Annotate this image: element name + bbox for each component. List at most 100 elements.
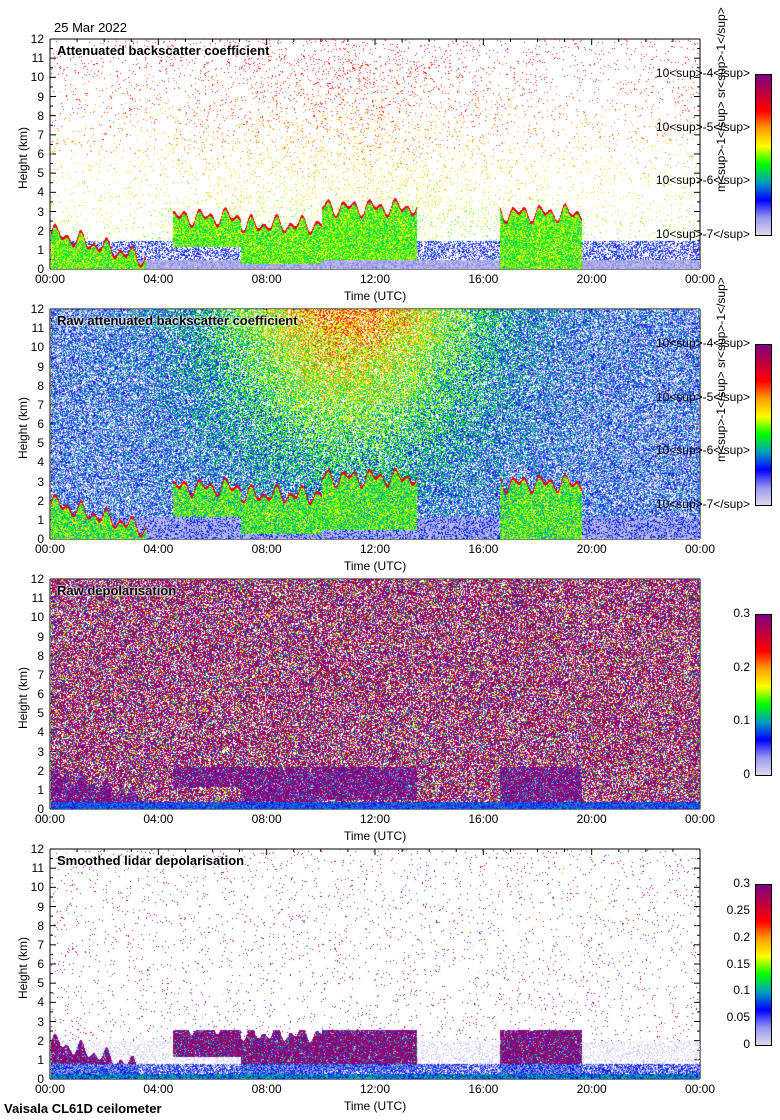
y-tick-label: 5 bbox=[37, 976, 44, 991]
x-tick-label: 08:00 bbox=[251, 272, 282, 286]
colorbar-tick-label: 0.05 bbox=[726, 1010, 750, 1025]
x-axis-label: Time (UTC) bbox=[344, 559, 407, 573]
y-tick-label: 11 bbox=[31, 321, 44, 336]
y-tick-label: 0 bbox=[37, 802, 44, 816]
y-tick-label: 11 bbox=[31, 861, 44, 876]
y-tick-label: 3 bbox=[37, 204, 44, 219]
heatmap-bs bbox=[51, 39, 700, 269]
colorbar bbox=[755, 884, 772, 1046]
y-tick-label: 9 bbox=[37, 359, 44, 374]
y-tick-label: 6 bbox=[37, 147, 44, 161]
x-tick-label: 00:00 bbox=[34, 1082, 66, 1096]
y-tick-label: 8 bbox=[37, 648, 44, 663]
x-tick-label: 12:00 bbox=[359, 1082, 391, 1096]
colorbar-tick-label: 10<sup>-6</sup> bbox=[655, 443, 750, 458]
x-axis-label: Time (UTC) bbox=[344, 1099, 407, 1113]
x-tick-label: 20:00 bbox=[576, 812, 607, 826]
x-tick-label: 16:00 bbox=[468, 272, 499, 286]
date-label: 25 Mar 2022 bbox=[54, 20, 127, 35]
x-tick-label: 04:00 bbox=[143, 1082, 174, 1096]
y-tick-label: 6 bbox=[37, 417, 44, 431]
colorbar-unit-label: m<sup>-1</sup> sr<sup>-1</sup> bbox=[714, 7, 728, 192]
colorbar-tick-label: 0.1 bbox=[733, 983, 750, 998]
x-tick-label: 20:00 bbox=[576, 272, 607, 286]
panel-title: Smoothed lidar depolarisation bbox=[57, 853, 245, 868]
x-tick-label: 00:00 bbox=[684, 1082, 716, 1096]
panel-title: Raw attenuated backscatter coefficient bbox=[57, 313, 298, 328]
colorbar-tick-label: 0.3 bbox=[733, 606, 750, 620]
colorbar bbox=[755, 344, 772, 506]
y-tick-label: 10 bbox=[30, 880, 44, 895]
colorbar-tick-label: 0.25 bbox=[726, 902, 750, 917]
colorbar-tick-label: 10<sup>-7</sup> bbox=[655, 227, 750, 241]
x-tick-label: 08:00 bbox=[251, 542, 282, 556]
heatmap-depol bbox=[51, 579, 700, 809]
x-tick-label: 00:00 bbox=[684, 272, 716, 286]
y-tick-label: 5 bbox=[37, 706, 44, 721]
y-tick-label: 5 bbox=[37, 166, 44, 181]
y-tick-label: 4 bbox=[37, 725, 44, 740]
colorbar-tick-label: 0 bbox=[743, 767, 750, 781]
y-tick-label: 1 bbox=[37, 782, 44, 797]
y-tick-label: 12 bbox=[30, 302, 44, 316]
y-tick-label: 1 bbox=[37, 1052, 44, 1067]
y-tick-label: 2 bbox=[37, 223, 44, 238]
y-tick-label: 12 bbox=[30, 572, 44, 586]
y-tick-label: 1 bbox=[37, 242, 44, 257]
y-axis-label: Height (km) bbox=[16, 666, 30, 729]
y-tick-label: 2 bbox=[37, 763, 44, 778]
colorbar-tick-label: 10<sup>-5</sup> bbox=[655, 389, 750, 404]
y-tick-label: 3 bbox=[37, 1014, 44, 1029]
panel-title: Attenuated backscatter coefficient bbox=[57, 43, 270, 58]
y-tick-label: 2 bbox=[37, 1033, 44, 1048]
colorbar-tick-label: 10<sup>-5</sup> bbox=[655, 119, 750, 134]
colorbar-tick-label: 0 bbox=[743, 1037, 750, 1051]
y-tick-label: 0 bbox=[37, 532, 44, 546]
colorbar-tick-label: 10<sup>-7</sup> bbox=[655, 497, 750, 511]
y-tick-label: 7 bbox=[37, 667, 44, 682]
colorbar bbox=[755, 614, 772, 776]
y-tick-label: 5 bbox=[37, 436, 44, 451]
y-tick-label: 9 bbox=[37, 899, 44, 914]
y-tick-label: 8 bbox=[37, 378, 44, 393]
y-axis-label: Height (km) bbox=[16, 126, 30, 189]
colorbar-tick-label: 0.2 bbox=[733, 659, 750, 674]
y-tick-label: 6 bbox=[37, 687, 44, 701]
x-tick-label: 00:00 bbox=[34, 812, 66, 826]
y-tick-label: 7 bbox=[37, 127, 44, 142]
x-tick-label: 04:00 bbox=[143, 272, 174, 286]
colorbar-tick-label: 0.1 bbox=[733, 713, 750, 728]
y-tick-label: 10 bbox=[30, 610, 44, 625]
y-tick-label: 2 bbox=[37, 493, 44, 508]
x-tick-label: 00:00 bbox=[34, 272, 66, 286]
y-tick-label: 0 bbox=[37, 262, 44, 276]
y-tick-label: 12 bbox=[30, 842, 44, 856]
y-tick-label: 3 bbox=[37, 744, 44, 759]
x-tick-label: 20:00 bbox=[576, 1082, 607, 1096]
y-tick-label: 7 bbox=[37, 397, 44, 412]
heatmap-sdepol bbox=[51, 849, 700, 1079]
colorbar-tick-label: 0.2 bbox=[733, 929, 750, 944]
colorbar-tick-label: 10<sup>-4</sup> bbox=[655, 66, 750, 80]
y-tick-label: 0 bbox=[37, 1072, 44, 1086]
colorbar bbox=[755, 74, 772, 236]
instrument-label: Vaisala CL61D ceilometer bbox=[4, 1101, 162, 1116]
x-axis-label: Time (UTC) bbox=[344, 829, 407, 843]
y-tick-label: 11 bbox=[31, 591, 44, 606]
x-tick-label: 16:00 bbox=[468, 542, 499, 556]
y-tick-label: 7 bbox=[37, 937, 44, 952]
x-tick-label: 00:00 bbox=[684, 812, 716, 826]
y-tick-label: 12 bbox=[30, 32, 44, 46]
x-tick-label: 12:00 bbox=[359, 812, 391, 826]
x-tick-label: 00:00 bbox=[684, 542, 716, 556]
x-tick-label: 00:00 bbox=[34, 542, 66, 556]
colorbar-tick-label: 0.3 bbox=[733, 876, 750, 890]
y-tick-label: 6 bbox=[37, 957, 44, 971]
y-tick-label: 4 bbox=[37, 995, 44, 1010]
colorbar-tick-label: 10<sup>-6</sup> bbox=[655, 173, 750, 188]
y-tick-label: 9 bbox=[37, 629, 44, 644]
x-tick-label: 04:00 bbox=[143, 812, 174, 826]
y-axis-label: Height (km) bbox=[16, 396, 30, 459]
y-tick-label: 3 bbox=[37, 474, 44, 489]
